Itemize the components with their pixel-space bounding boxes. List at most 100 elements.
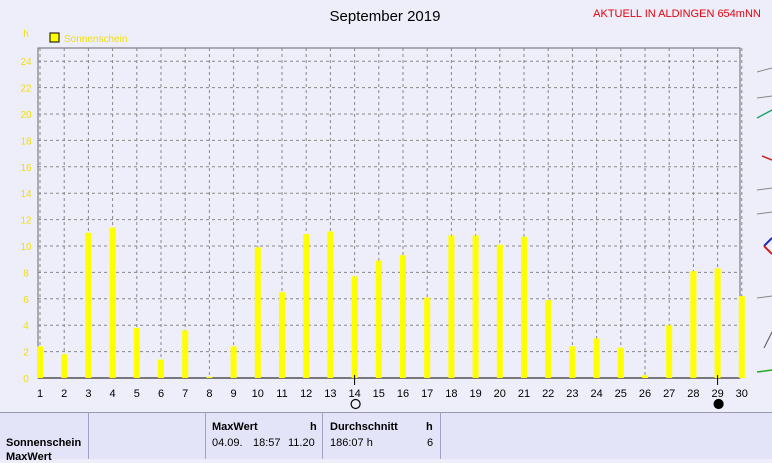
x-tick-label: 19 [469, 388, 481, 400]
bar-day-6 [158, 359, 164, 378]
bar-day-30 [738, 296, 745, 378]
x-tick-label: 17 [421, 388, 433, 400]
sunshine-chart: September 2019 AKTUELL IN ALDINGEN 654mN… [20, 8, 772, 410]
statistics-table: Sonnenschein MaxWert MaxWert h 04.09. 18… [0, 412, 772, 463]
bar-day-25 [617, 347, 624, 378]
y-tick-label: 12 [20, 216, 32, 227]
bar-day-13 [327, 231, 334, 378]
x-tick-label: 28 [687, 388, 699, 400]
y-axis-unit-label: h [23, 29, 29, 40]
avg-value: 6 [427, 437, 434, 449]
y-tick-label: 0 [23, 374, 29, 385]
bar-day-14 [351, 276, 358, 378]
bar-day-2 [61, 354, 68, 378]
max-cell: MaxWert h 04.09. 18:57 11.20 [206, 413, 323, 459]
station-label: AKTUELL IN ALDINGEN 654mNN [593, 8, 761, 20]
y-tick-label: 8 [23, 268, 29, 279]
x-tick-label: 18 [445, 388, 457, 400]
bar-day-10 [254, 247, 261, 378]
bar-day-17 [424, 297, 431, 378]
x-tick-label: 13 [324, 388, 336, 400]
sum-value: 186:07 h [330, 437, 373, 449]
bar-day-7 [182, 330, 189, 378]
y-tick-label: 6 [23, 295, 29, 306]
y-tick-label: 10 [20, 242, 32, 253]
legend-swatch [49, 32, 60, 43]
x-tick-label: 24 [590, 388, 602, 400]
x-tick-label: 11 [276, 388, 287, 400]
bars [37, 227, 745, 378]
x-tick-label: 21 [518, 388, 530, 400]
moon-markers [350, 375, 724, 410]
bar-day-27 [666, 325, 673, 378]
bar-day-21 [521, 236, 527, 378]
chart-title: September 2019 [330, 8, 441, 25]
y-tick-label: 18 [20, 136, 32, 147]
empty-cell [89, 413, 206, 459]
bar-day-29 [714, 268, 721, 378]
x-tick-label: 4 [110, 388, 116, 400]
bar-day-24 [593, 338, 600, 378]
x-tick-label: 6 [158, 388, 164, 400]
bar-day-26 [642, 375, 648, 378]
x-tick-label: 25 [615, 388, 627, 400]
sum-header: Durchschnitt [330, 421, 398, 433]
x-tick-label: 27 [663, 388, 675, 400]
y-tick-label: 22 [20, 84, 32, 95]
x-tick-label: 2 [61, 388, 67, 400]
full-moon-icon [350, 398, 361, 410]
max-date: 04.09. [212, 437, 243, 449]
x-tick-label: 26 [639, 388, 651, 400]
x-tick-label: 29 [711, 388, 723, 400]
bar-day-18 [448, 235, 455, 378]
max-value: 11.20 [288, 437, 315, 449]
bar-day-22 [545, 300, 552, 378]
bar-day-3 [85, 232, 92, 378]
bar-day-8 [206, 376, 213, 378]
x-tick-label: 16 [397, 388, 409, 400]
bar-day-19 [472, 235, 479, 378]
x-tick-label: 7 [182, 388, 188, 400]
bar-day-28 [690, 271, 697, 378]
bar-day-12 [303, 234, 310, 378]
y-tick-label: 16 [20, 163, 32, 174]
x-tick-label: 9 [231, 388, 237, 400]
x-tick-label: 3 [85, 388, 91, 400]
row-label: Sonnenschein [6, 437, 82, 449]
x-tick-label: 14 [348, 388, 360, 400]
x-tick-label: 8 [206, 388, 212, 400]
new-moon-icon [713, 398, 724, 410]
bar-day-1 [37, 346, 43, 378]
bar-day-4 [109, 227, 116, 378]
y-tick-label: 2 [23, 348, 29, 359]
sum-unit: h [426, 421, 433, 433]
x-tick-label: 1 [37, 388, 43, 400]
max-time: 18:57 [253, 437, 281, 449]
max-unit: h [310, 421, 317, 433]
sum-cell: Durchschnitt h 186:07 h 6 [323, 413, 441, 459]
x-tick-label: 20 [494, 388, 506, 400]
bar-day-11 [279, 292, 285, 378]
bar-day-16 [400, 255, 406, 378]
bar-day-20 [496, 244, 503, 378]
y-tick-label: 20 [20, 110, 32, 121]
bar-day-5 [133, 327, 140, 378]
bar-day-9 [230, 346, 237, 378]
y-tick-label: 24 [20, 57, 32, 68]
legend: Sonnenschein [49, 32, 127, 45]
x-tick-label: 30 [736, 388, 748, 400]
x-tick-label: 22 [542, 388, 554, 400]
y-tick-label: 14 [20, 189, 32, 200]
x-ticks: 1 2 3 4 5 6 7 8 9 10 11 12 13 14 15 16 17 18 19 20 21 22 23 24 2… [37, 388, 748, 400]
plot-frame [37, 47, 741, 379]
bar-day-15 [375, 260, 382, 378]
x-tick-label: 10 [252, 388, 264, 400]
bar-day-23 [569, 346, 576, 378]
legend-label: Sonnenschein [64, 34, 127, 45]
max-header: MaxWert [212, 421, 258, 433]
row-label-2: MaxWert [6, 451, 52, 463]
adjacent-chart-fragment [756, 67, 772, 373]
row-label-cell: Sonnenschein MaxWert [0, 413, 89, 463]
grid [38, 48, 743, 379]
